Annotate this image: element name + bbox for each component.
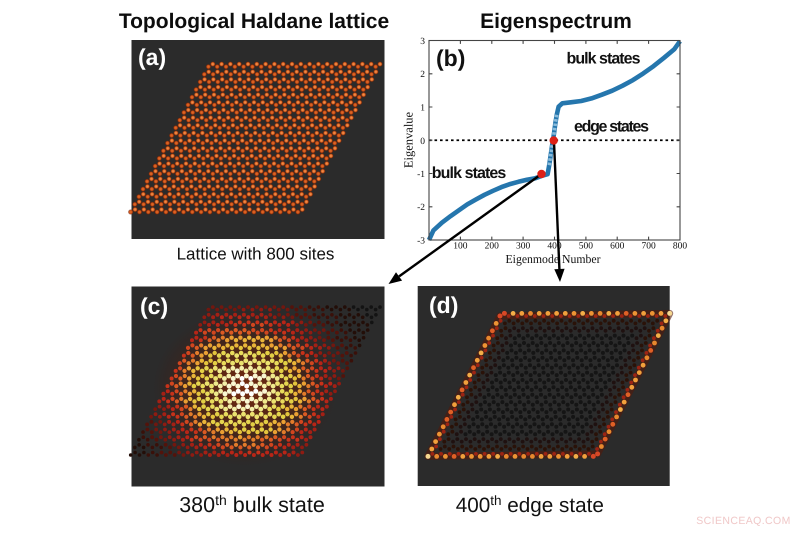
svg-text:0: 0 bbox=[420, 137, 425, 147]
svg-text:(d): (d) bbox=[429, 292, 458, 318]
svg-text:800: 800 bbox=[673, 242, 688, 252]
svg-text:600: 600 bbox=[610, 242, 625, 252]
svg-text:100: 100 bbox=[453, 242, 468, 252]
svg-text:Eigenvalue: Eigenvalue bbox=[402, 111, 416, 168]
svg-text:300: 300 bbox=[516, 242, 531, 252]
svg-text:(a): (a) bbox=[138, 44, 166, 70]
svg-text:400th edge state: 400th edge state bbox=[456, 493, 604, 517]
svg-text:bulk states: bulk states bbox=[432, 165, 507, 182]
svg-text:SCIENCEAQ.COM: SCIENCEAQ.COM bbox=[696, 515, 790, 527]
svg-text:3: 3 bbox=[420, 37, 425, 47]
svg-text:bulk states: bulk states bbox=[567, 51, 641, 68]
svg-text:Eigenmode Number: Eigenmode Number bbox=[506, 252, 601, 266]
svg-text:(c): (c) bbox=[140, 293, 168, 319]
svg-text:-2: -2 bbox=[417, 203, 425, 213]
svg-text:Topological Haldane lattice: Topological Haldane lattice bbox=[119, 10, 389, 33]
svg-text:1: 1 bbox=[420, 104, 425, 114]
svg-text:(b): (b) bbox=[436, 45, 465, 71]
svg-text:-3: -3 bbox=[417, 237, 425, 247]
svg-text:2: 2 bbox=[420, 70, 425, 80]
svg-text:Eigenspectrum: Eigenspectrum bbox=[480, 10, 632, 33]
svg-text:400: 400 bbox=[547, 242, 562, 252]
svg-text:200: 200 bbox=[485, 242, 500, 252]
svg-text:Lattice with 800 sites: Lattice with 800 sites bbox=[177, 245, 335, 264]
svg-text:500: 500 bbox=[579, 242, 594, 252]
svg-text:-1: -1 bbox=[417, 170, 425, 180]
svg-text:380th bulk state: 380th bulk state bbox=[179, 492, 325, 517]
svg-text:edge states: edge states bbox=[574, 118, 649, 135]
svg-text:700: 700 bbox=[641, 242, 656, 252]
